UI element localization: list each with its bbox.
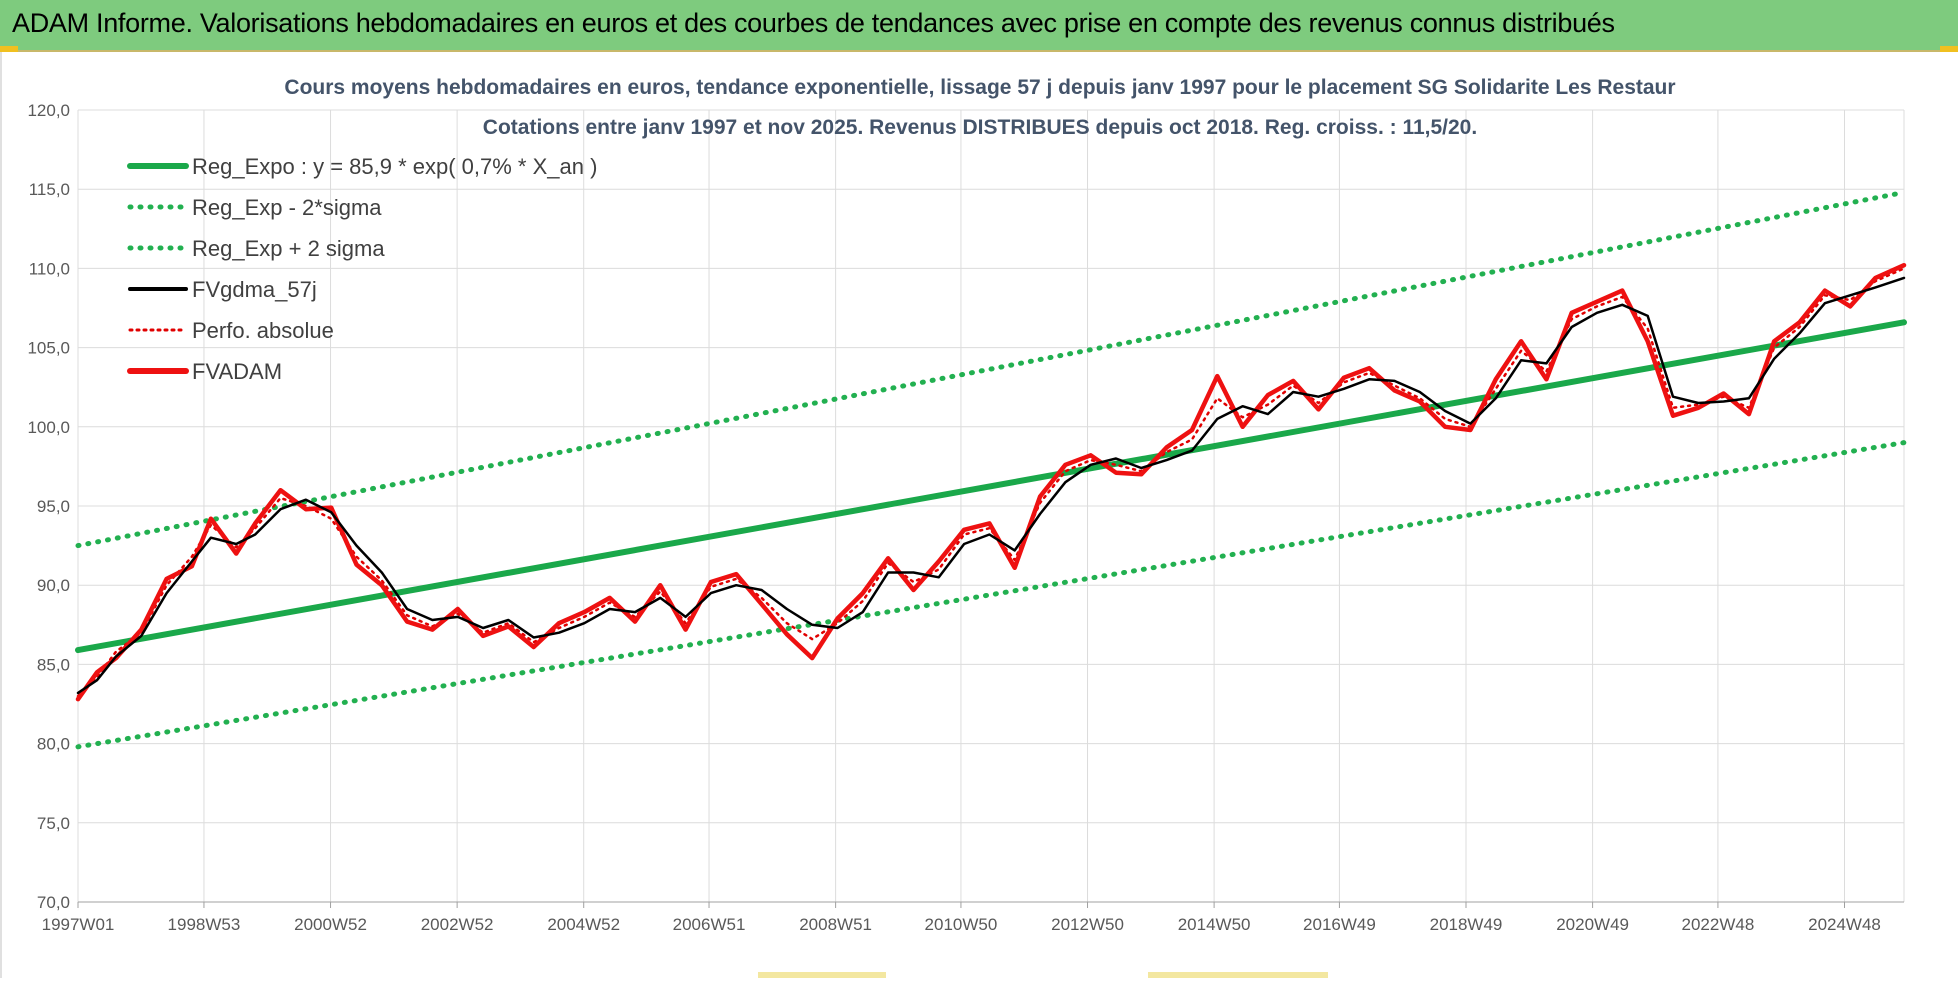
x-tick-label: 1998W53 — [168, 915, 241, 934]
x-tick-label: 2020W49 — [1556, 915, 1629, 934]
legend-label: Reg_Exp - 2*sigma — [192, 195, 382, 220]
corner-mark-left — [0, 46, 18, 52]
series-line-2 — [75, 189, 1907, 549]
x-tick-label: 2014W50 — [1178, 915, 1251, 934]
y-tick-label: 100,0 — [27, 418, 70, 437]
x-tick-label: 2000W52 — [294, 915, 367, 934]
series-line-3 — [76, 276, 1906, 695]
series-line-0 — [75, 319, 1907, 654]
y-tick-label: 75,0 — [37, 814, 70, 833]
y-tick-label: 110,0 — [29, 259, 70, 278]
y-tick-label: 95,0 — [37, 497, 70, 516]
x-tick-label: 1997W01 — [42, 915, 115, 934]
bottom-deco-left — [758, 972, 886, 978]
y-tick-label: 105,0 — [27, 339, 70, 358]
axis-layer: 70,0 75,0 80,0 85,0 90,0 95,0 100,0 105,0 110,0 1… — [27, 101, 1904, 934]
series-line-1 — [75, 440, 1907, 750]
grid-layer — [77, 109, 1905, 903]
legend-label: Reg_Exp + 2 sigma — [192, 236, 385, 261]
legend-label: FVgdma_57j — [192, 277, 317, 302]
y-tick-label: 80,0 — [37, 735, 70, 754]
x-tick-label: 2012W50 — [1051, 915, 1124, 934]
legend-label: FVADAM — [192, 359, 282, 384]
x-tick-label: 2002W52 — [421, 915, 494, 934]
legend: Reg_Expo : y = 85,9 * exp( 0,7% * X_an )… — [127, 154, 597, 384]
x-tick-label: 2018W49 — [1430, 915, 1503, 934]
x-tick-label: 2008W51 — [799, 915, 872, 934]
x-tick-label: 2010W50 — [925, 915, 998, 934]
chart-title: Cours moyens hebdomadaires en euros, ten… — [284, 76, 1675, 99]
bottom-deco-right — [1148, 972, 1328, 978]
chart-area: 70,0 75,0 80,0 85,0 90,0 95,0 100,0 105,0 110,0 1… — [0, 52, 1958, 978]
y-tick-label: 90,0 — [37, 576, 70, 595]
y-tick-label: 115,0 — [29, 180, 70, 199]
y-tick-label: 120,0 — [27, 101, 70, 120]
series-layer — [75, 189, 1907, 750]
y-tick-label: 85,0 — [37, 655, 70, 674]
corner-mark-right — [1940, 46, 1958, 52]
report-title: ADAM Informe. Valorisations hebdomadaire… — [12, 8, 1615, 38]
x-tick-label: 2022W48 — [1682, 915, 1755, 934]
legend-label: Perfo. absolue — [192, 318, 334, 343]
chart-subtitle: Cotations entre janv 1997 et nov 2025. R… — [483, 116, 1477, 139]
x-tick-label: 2024W48 — [1808, 915, 1881, 934]
series-line-4 — [76, 267, 1906, 698]
x-tick-label: 2004W52 — [547, 915, 620, 934]
x-tick-label: 2016W49 — [1303, 915, 1376, 934]
chart-svg: 70,0 75,0 80,0 85,0 90,0 95,0 100,0 105,0 110,0 1… — [27, 76, 1907, 934]
series-line-5 — [75, 262, 1907, 702]
legend-label: Reg_Expo : y = 85,9 * exp( 0,7% * X_an ) — [192, 154, 597, 179]
y-tick-label: 70,0 — [37, 893, 70, 912]
x-tick-label: 2006W51 — [673, 915, 746, 934]
report-banner: ADAM Informe. Valorisations hebdomadaire… — [0, 0, 1958, 52]
